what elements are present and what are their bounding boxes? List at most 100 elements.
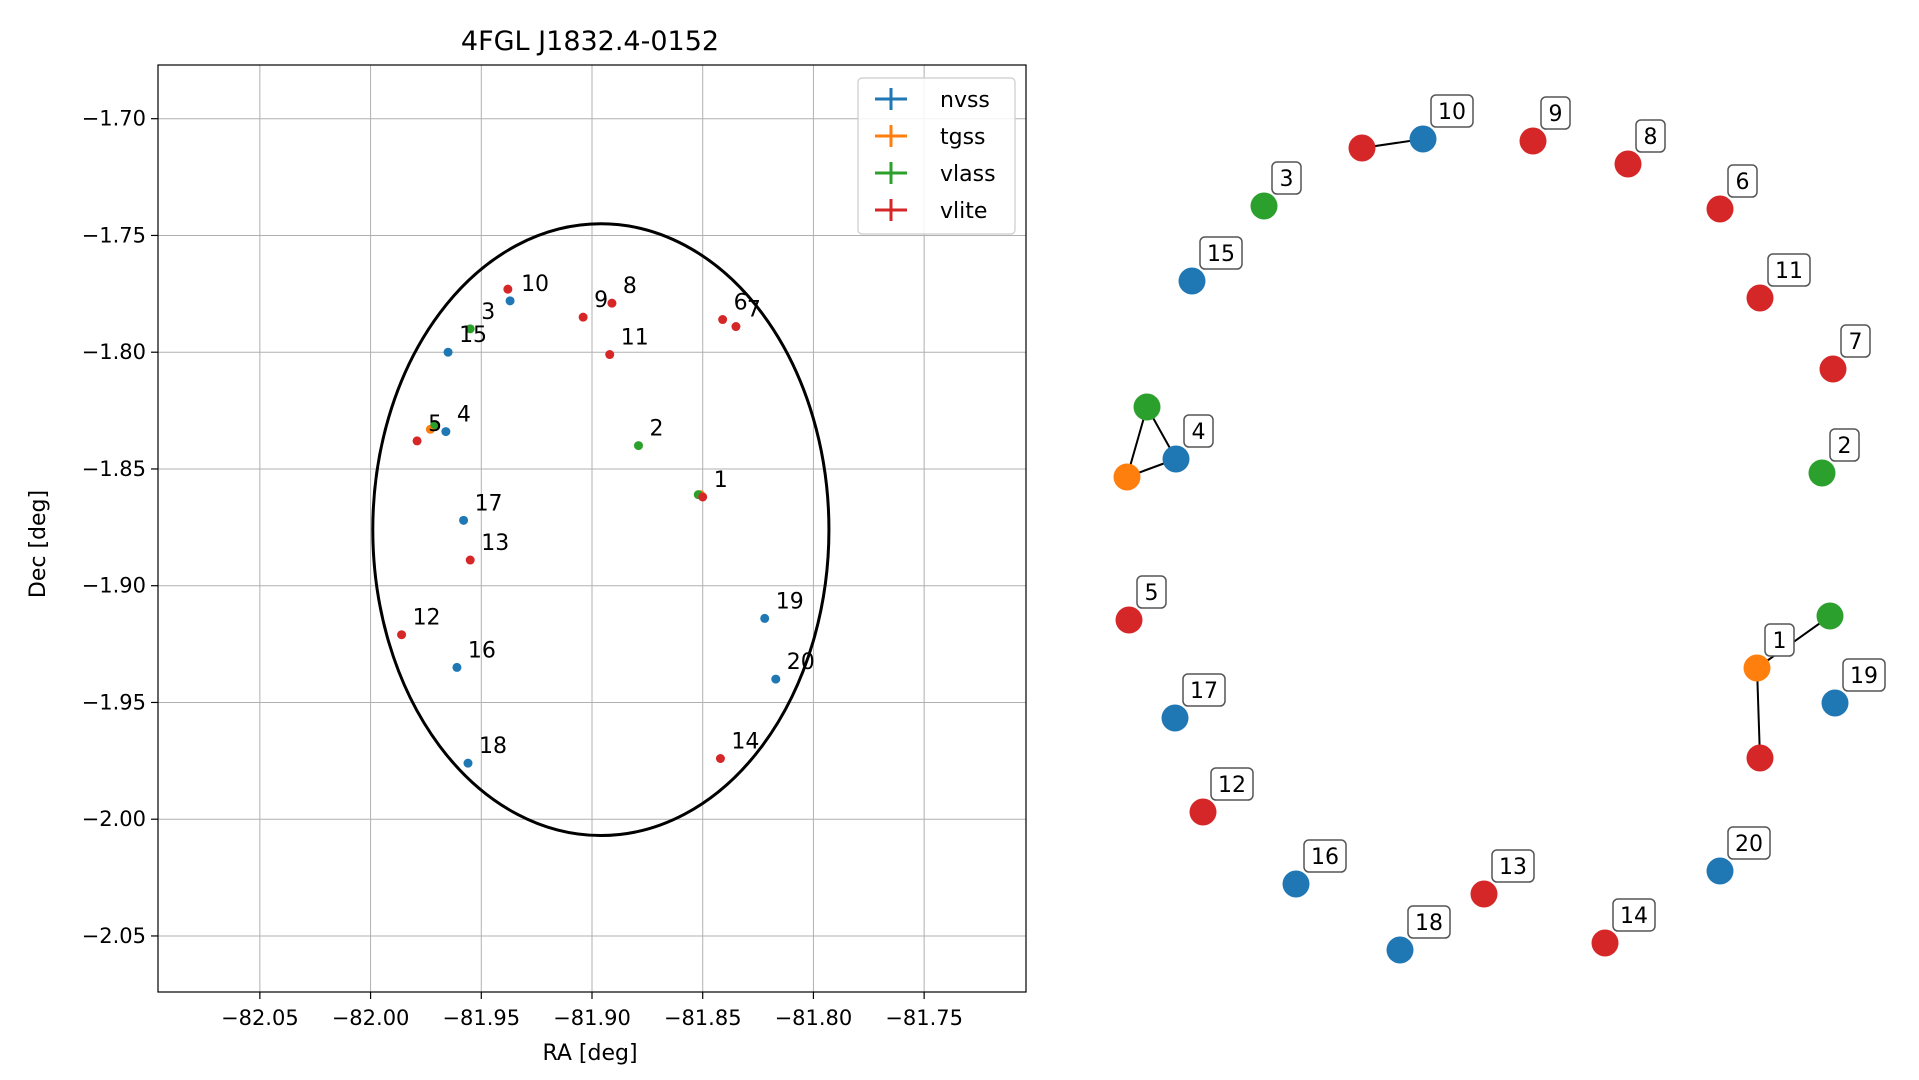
point-label: 3 — [481, 300, 495, 325]
point-label: 13 — [481, 531, 509, 556]
node-label-box — [1612, 898, 1656, 932]
legend-label-vlite: vlite — [940, 199, 987, 224]
node-label: 6 — [1736, 170, 1750, 195]
y-tick-label: −1.70 — [82, 107, 146, 131]
x-tick-label: −81.90 — [553, 1006, 631, 1030]
node-label-box — [1635, 119, 1666, 153]
graph-node — [1519, 127, 1547, 155]
data-point-nvss — [452, 662, 462, 672]
graph-node — [1348, 134, 1376, 162]
point-label: 6 — [734, 291, 748, 316]
chart-title: 4FGL J1832.4-0152 — [461, 26, 719, 57]
y-tick-label: −1.75 — [82, 223, 146, 247]
x-tick-label: −81.85 — [664, 1006, 742, 1030]
y-tick-label: −1.90 — [82, 574, 146, 598]
node-label: 17 — [1190, 679, 1218, 704]
x-axis-label: RA [deg] — [542, 1041, 637, 1066]
data-point-vlite — [412, 436, 422, 446]
y-tick-label: −2.00 — [82, 807, 146, 831]
graph-node — [1746, 744, 1774, 772]
node-label: 18 — [1415, 911, 1443, 936]
point-label: 18 — [479, 734, 507, 759]
error-ellipse-layer — [371, 222, 831, 838]
y-tick-label: −2.05 — [82, 924, 146, 948]
graph-node — [1133, 393, 1161, 421]
edges-layer — [1126, 138, 1831, 759]
data-point-vlite — [715, 753, 725, 763]
node-label-box — [1767, 253, 1811, 287]
point-label: 20 — [787, 650, 815, 675]
point-label: 16 — [468, 638, 496, 663]
ticks-layer: −82.05 −82.00 −81.95 −81.90 −81.85 −81.80 −81.… — [82, 107, 963, 1030]
legend-box — [857, 77, 1016, 235]
graph-node — [1743, 654, 1771, 682]
point-label: 5 — [428, 412, 442, 437]
data-point-vlass — [430, 420, 440, 430]
graph-node — [1819, 355, 1847, 383]
node-label-box — [1303, 839, 1347, 873]
node-label: 13 — [1499, 855, 1527, 880]
node-label: 10 — [1438, 100, 1466, 125]
node-label: 20 — [1735, 832, 1763, 857]
graph-node — [1282, 870, 1310, 898]
data-point-vlite — [397, 630, 407, 640]
point-label: 2 — [650, 417, 664, 442]
graph-node — [1115, 606, 1143, 634]
data-point-vlite — [605, 350, 615, 360]
graph-node — [1409, 125, 1437, 153]
node-label: 8 — [1644, 125, 1658, 150]
node-label-box — [1430, 94, 1474, 128]
node-label-box — [1764, 623, 1795, 657]
graph-node — [1161, 704, 1189, 732]
x-tick-label: −82.00 — [332, 1006, 410, 1030]
legend-label-tgss: tgss — [940, 125, 986, 150]
graph-node — [1746, 284, 1774, 312]
error-ellipse — [371, 222, 831, 838]
point-label: 19 — [776, 589, 804, 614]
point-label: 17 — [475, 491, 503, 516]
node-label: 4 — [1192, 420, 1206, 445]
graph-node — [1706, 195, 1734, 223]
y-tick-label: −1.95 — [82, 690, 146, 714]
graph-node — [1470, 880, 1498, 908]
point-label: 11 — [621, 326, 649, 351]
node-label: 2 — [1838, 434, 1852, 459]
data-point-nvss — [443, 347, 453, 357]
point-label: 4 — [457, 403, 471, 428]
data-point-vlite — [718, 315, 728, 325]
graph-node — [1808, 459, 1836, 487]
point-label: 12 — [413, 606, 441, 631]
point-label: 15 — [459, 323, 487, 348]
node-label-box — [1727, 826, 1771, 860]
data-point-vlite — [731, 322, 741, 332]
graph-node — [1821, 689, 1849, 717]
point-label: 8 — [623, 274, 637, 299]
graph-node — [1250, 192, 1278, 220]
node-label: 1 — [1773, 629, 1787, 654]
data-point-nvss — [505, 296, 515, 306]
node-label-box — [1136, 575, 1167, 609]
legend-label-nvss: nvss — [940, 88, 990, 113]
x-tick-label: −81.95 — [442, 1006, 520, 1030]
node-label: 16 — [1311, 845, 1339, 870]
data-point-nvss — [463, 758, 473, 768]
graph-node — [1162, 445, 1190, 473]
node-label-box — [1210, 767, 1254, 801]
x-tick-label: −82.05 — [221, 1006, 299, 1030]
data-point-vlite — [503, 284, 513, 294]
node-label: 15 — [1207, 242, 1235, 267]
y-axis-label: Dec [deg] — [26, 490, 51, 598]
x-tick-label: −81.80 — [775, 1006, 853, 1030]
node-label-box — [1842, 658, 1886, 692]
point-label: 1 — [714, 468, 728, 493]
data-point-vlite — [578, 312, 588, 322]
node-label: 12 — [1218, 773, 1246, 798]
data-point-vlite — [698, 492, 708, 502]
node-label: 14 — [1620, 904, 1648, 929]
node-label-box — [1199, 236, 1243, 270]
node-label: 11 — [1775, 259, 1803, 284]
data-point-vlite — [465, 555, 475, 565]
graph-node — [1189, 798, 1217, 826]
